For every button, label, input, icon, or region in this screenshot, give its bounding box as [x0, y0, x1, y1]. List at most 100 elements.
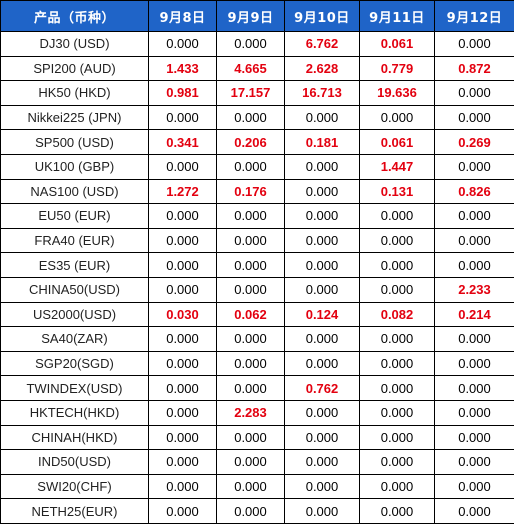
value-cell: 0.000 — [359, 252, 435, 278]
value-cell: 0.000 — [148, 276, 217, 303]
product-cell: SGP20(SGD) — [0, 350, 149, 377]
value-cell: 0.000 — [359, 399, 435, 426]
product-cell: US2000(USD) — [0, 301, 149, 328]
value-cell: 0.000 — [148, 153, 217, 180]
value-cell: 0.000 — [359, 203, 435, 229]
value-cell: 0.000 — [284, 399, 360, 426]
value-cell: 0.000 — [216, 473, 285, 500]
table-row: NAS100 (USD) 1.272 0.176 0.000 0.131 0.826 — [0, 178, 514, 205]
value-cell: 0.000 — [216, 252, 285, 278]
value-cell: 0.000 — [434, 473, 514, 500]
value-cell: 0.000 — [434, 252, 514, 278]
value-cell: 0.000 — [434, 498, 514, 524]
value-cell: 0.000 — [434, 227, 514, 254]
product-cell: NAS100 (USD) — [0, 178, 149, 205]
value-cell: 0.000 — [284, 326, 360, 352]
value-cell: 16.713 — [284, 80, 360, 106]
column-header-date: 9月9日 — [216, 0, 285, 32]
value-cell: 0.000 — [284, 449, 360, 475]
table-header: 产品（币种） 9月8日 9月9日 9月10日 9月11日 9月12日 — [0, 0, 514, 32]
table-row: DJ30 (USD) 0.000 0.000 6.762 0.061 0.000 — [0, 31, 514, 57]
value-cell: 0.000 — [216, 498, 285, 524]
value-cell: 0.000 — [216, 276, 285, 303]
value-cell: 0.000 — [359, 375, 435, 401]
value-cell: 0.341 — [148, 129, 217, 155]
value-cell: 2.233 — [434, 276, 514, 303]
table-row: SP500 (USD) 0.341 0.206 0.181 0.061 0.269 — [0, 129, 514, 155]
value-cell: 0.000 — [434, 399, 514, 426]
table-row: HK50 (HKD) 0.981 17.157 16.713 19.636 0.000 — [0, 80, 514, 106]
value-cell: 4.665 — [216, 55, 285, 82]
table-row: ES35 (EUR) 0.000 0.000 0.000 0.000 0.000 — [0, 252, 514, 278]
column-header-product: 产品（币种） — [0, 0, 149, 32]
value-cell: 0.000 — [216, 424, 285, 451]
value-cell: 0.000 — [284, 350, 360, 377]
table-row: NETH25(EUR) 0.000 0.000 0.000 0.000 0.000 — [0, 498, 514, 524]
value-cell: 0.000 — [148, 399, 217, 426]
value-cell: 0.000 — [148, 104, 217, 131]
column-header-date: 9月10日 — [284, 0, 360, 32]
value-cell: 0.000 — [284, 203, 360, 229]
product-cell: SWI20(CHF) — [0, 473, 149, 500]
value-cell: 0.000 — [434, 350, 514, 377]
table-body: DJ30 (USD) 0.000 0.000 6.762 0.061 0.000 SPI20… — [0, 31, 514, 524]
value-cell: 0.000 — [434, 104, 514, 131]
table-row: US2000(USD) 0.030 0.062 0.124 0.082 0.214 — [0, 301, 514, 328]
column-header-date: 9月8日 — [148, 0, 217, 32]
table-row: TWINDEX(USD) 0.000 0.000 0.762 0.000 0.000 — [0, 375, 514, 401]
value-cell: 0.206 — [216, 129, 285, 155]
value-cell: 0.000 — [359, 473, 435, 500]
product-cell: UK100 (GBP) — [0, 153, 149, 180]
value-cell: 0.000 — [148, 375, 217, 401]
table-row: SGP20(SGD) 0.000 0.000 0.000 0.000 0.000 — [0, 350, 514, 377]
value-cell: 0.000 — [434, 80, 514, 106]
value-cell: 0.000 — [434, 375, 514, 401]
value-cell: 0.000 — [434, 424, 514, 451]
value-cell: 0.082 — [359, 301, 435, 328]
table-row: SA40(ZAR) 0.000 0.000 0.000 0.000 0.000 — [0, 326, 514, 352]
table-row: FRA40 (EUR) 0.000 0.000 0.000 0.000 0.000 — [0, 227, 514, 254]
value-cell: 17.157 — [216, 80, 285, 106]
value-cell: 0.176 — [216, 178, 285, 205]
value-cell: 0.131 — [359, 178, 435, 205]
product-cell: CHINA50(USD) — [0, 276, 149, 303]
value-cell: 0.000 — [216, 375, 285, 401]
product-cell: ES35 (EUR) — [0, 252, 149, 278]
value-cell: 1.447 — [359, 153, 435, 180]
table-row: CHINAH(HKD) 0.000 0.000 0.000 0.000 0.000 — [0, 424, 514, 451]
value-cell: 0.762 — [284, 375, 360, 401]
value-cell: 0.030 — [148, 301, 217, 328]
table-row: SPI200 (AUD) 1.433 4.665 2.628 0.779 0.872 — [0, 55, 514, 82]
value-cell: 0.061 — [359, 129, 435, 155]
product-cell: Nikkei225 (JPN) — [0, 104, 149, 131]
product-cell: IND50(USD) — [0, 449, 149, 475]
value-cell: 0.269 — [434, 129, 514, 155]
value-cell: 0.000 — [216, 350, 285, 377]
product-cell: SA40(ZAR) — [0, 326, 149, 352]
product-cell: NETH25(EUR) — [0, 498, 149, 524]
value-cell: 0.000 — [216, 153, 285, 180]
value-cell: 0.000 — [284, 473, 360, 500]
table-row: Nikkei225 (JPN) 0.000 0.000 0.000 0.000 0.000 — [0, 104, 514, 131]
value-cell: 0.000 — [434, 31, 514, 57]
table-row: IND50(USD) 0.000 0.000 0.000 0.000 0.000 — [0, 449, 514, 475]
table-row: HKTECH(HKD) 0.000 2.283 0.000 0.000 0.000 — [0, 399, 514, 426]
value-cell: 0.000 — [216, 203, 285, 229]
value-cell: 0.000 — [148, 424, 217, 451]
value-cell: 0.000 — [359, 326, 435, 352]
product-cell: EU50 (EUR) — [0, 203, 149, 229]
value-cell: 0.181 — [284, 129, 360, 155]
table-row: UK100 (GBP) 0.000 0.000 0.000 1.447 0.000 — [0, 153, 514, 180]
value-cell: 0.000 — [148, 449, 217, 475]
value-cell: 0.000 — [148, 498, 217, 524]
value-cell: 0.000 — [284, 153, 360, 180]
header-row: 产品（币种） 9月8日 9月9日 9月10日 9月11日 9月12日 — [0, 0, 514, 32]
value-cell: 0.000 — [148, 227, 217, 254]
product-cell: TWINDEX(USD) — [0, 375, 149, 401]
value-cell: 0.000 — [148, 326, 217, 352]
value-cell: 0.826 — [434, 178, 514, 205]
value-cell: 0.000 — [284, 104, 360, 131]
product-cell: HK50 (HKD) — [0, 80, 149, 106]
value-cell: 1.433 — [148, 55, 217, 82]
